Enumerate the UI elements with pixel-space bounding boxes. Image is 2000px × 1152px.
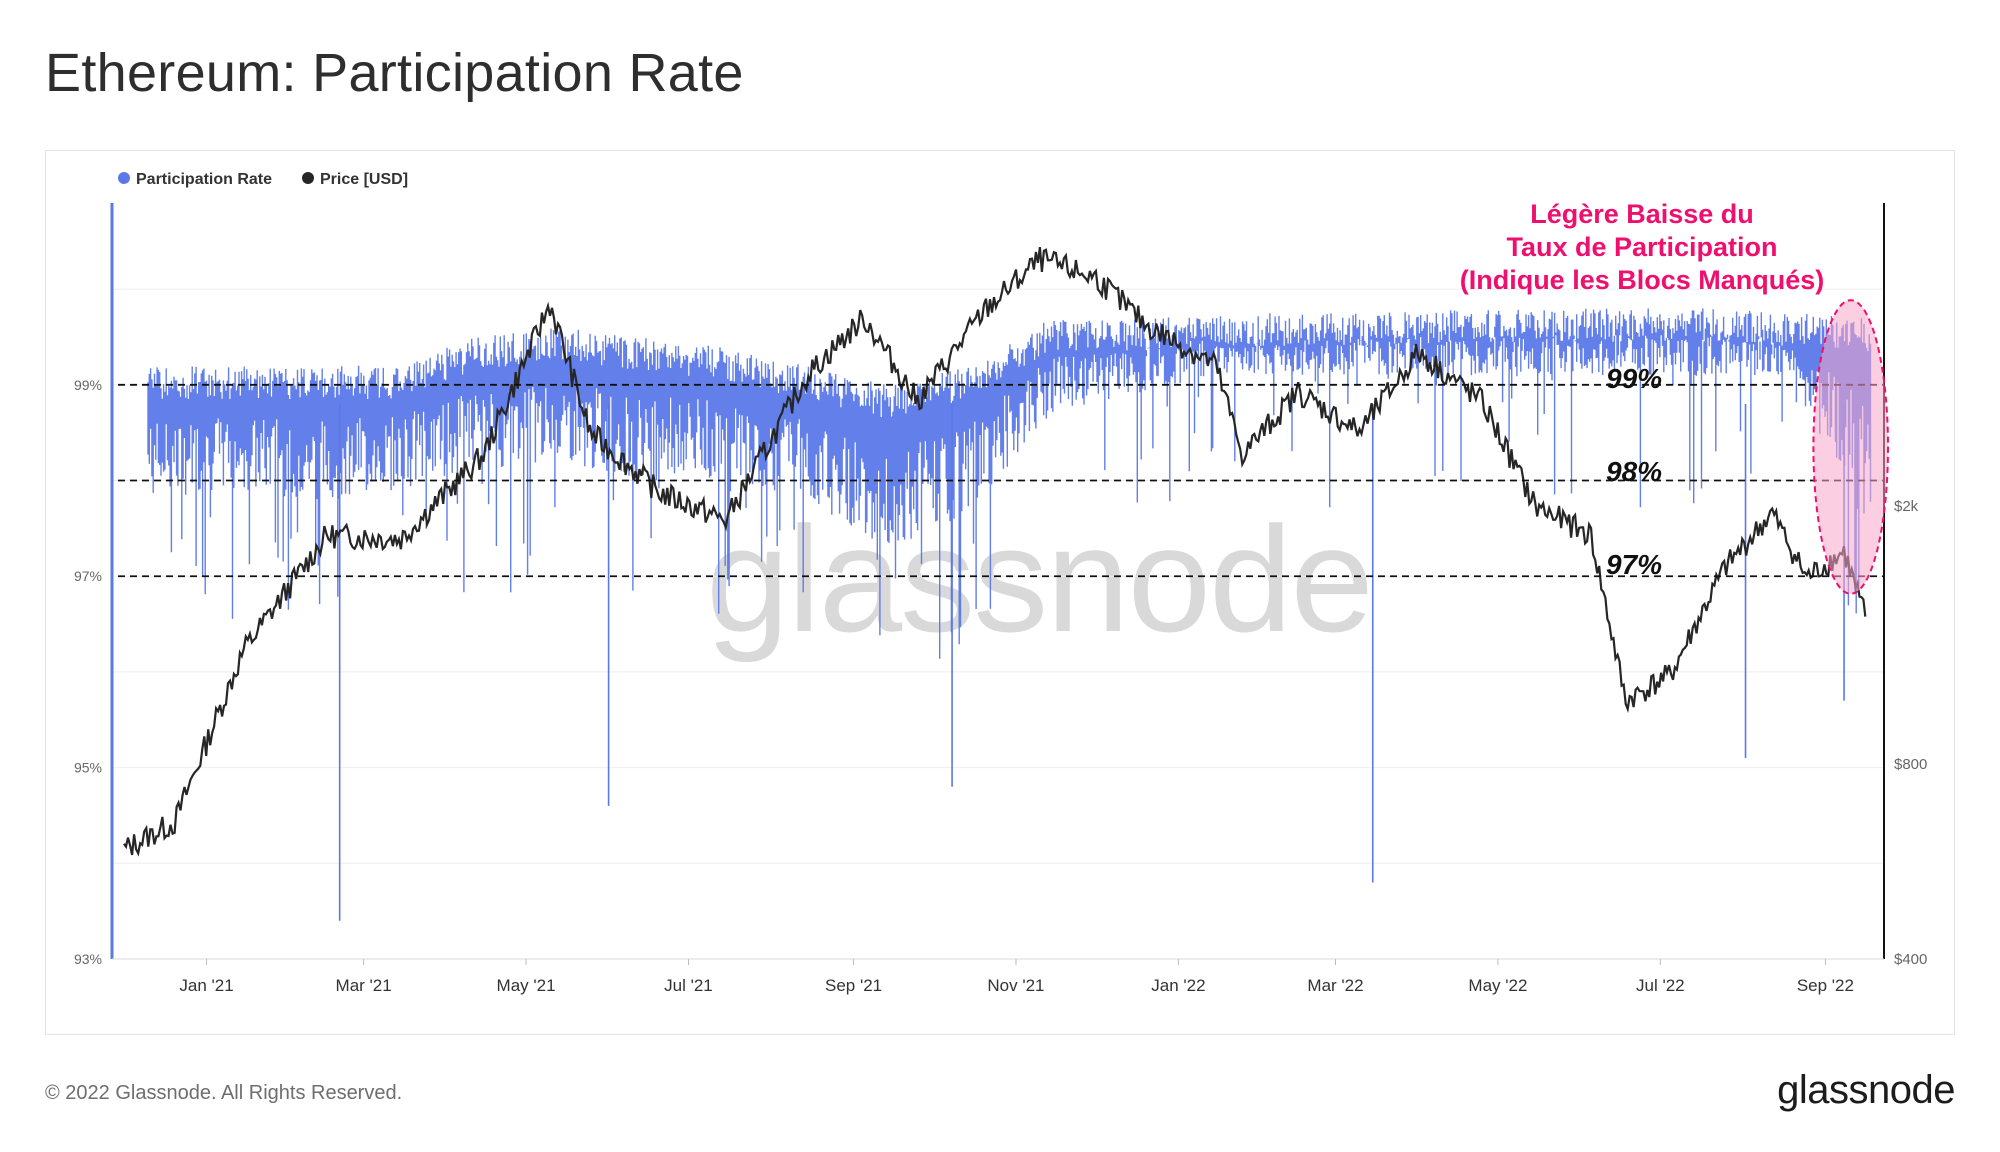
legend-label-participation[interactable]: Participation Rate: [136, 171, 272, 188]
annotation-line-1: Légère Baisse du: [1530, 199, 1754, 229]
x-tick-label: Jul '22: [1636, 976, 1685, 995]
legend-dot-participation: [118, 172, 130, 184]
highlight-ellipse: [1812, 299, 1889, 595]
page-title: Ethereum: Participation Rate: [45, 43, 744, 103]
footer-copyright: © 2022 Glassnode. All Rights Reserved.: [45, 1082, 403, 1104]
x-axis-ticks: Jan '21 Mar '21 May '21 Jul '21 Sep '21 Nov '…: [179, 959, 1854, 995]
x-tick-label: Jan '21: [179, 976, 233, 995]
participation-rate-chart[interactable]: Participation Rate Price [USD] glassnode…: [46, 151, 1956, 1036]
x-tick-label: May '22: [1468, 976, 1527, 995]
x-tick-label: Mar '22: [1307, 976, 1363, 995]
level-labels: 99% 98% 97%: [1606, 363, 1662, 580]
level-label-99: 99%: [1606, 363, 1662, 394]
y-right-tick: $2k: [1894, 498, 1919, 515]
annotation-line-3: (Indique les Blocs Manqués): [1460, 265, 1825, 295]
annotation-line-2: Taux de Participation: [1506, 232, 1777, 262]
glassnode-logo[interactable]: glassnode: [1777, 1068, 1955, 1112]
x-tick-label: Nov '21: [987, 976, 1044, 995]
y-left-tick: 99%: [74, 377, 102, 393]
legend-dot-price: [302, 172, 314, 184]
x-tick-label: Jul '21: [664, 976, 713, 995]
y-left-tick: 93%: [74, 951, 102, 967]
y-right-tick: $400: [1894, 951, 1927, 968]
y-left-tick: 95%: [74, 760, 102, 776]
right-y-axis-ticks: $2k $800 $400: [1894, 498, 1927, 968]
chart-card: Participation Rate Price [USD] glassnode…: [45, 150, 1955, 1035]
y-left-tick: 97%: [74, 568, 102, 584]
legend: Participation Rate Price [USD]: [118, 171, 408, 188]
level-label-98: 98%: [1606, 456, 1662, 487]
price-line: [123, 246, 1867, 857]
left-y-axis-ticks: 99% 97% 95% 93%: [74, 377, 102, 967]
x-tick-label: Sep '21: [825, 976, 882, 995]
level-label-97: 97%: [1606, 549, 1662, 580]
x-tick-label: Mar '21: [336, 976, 392, 995]
y-right-tick: $800: [1894, 756, 1927, 773]
annotation: Légère Baisse du Taux de Participation (…: [1460, 199, 1825, 295]
x-tick-label: Sep '22: [1797, 976, 1854, 995]
watermark: glassnode: [706, 495, 1372, 663]
x-tick-label: May '21: [497, 976, 556, 995]
legend-label-price[interactable]: Price [USD]: [320, 171, 408, 188]
reference-lines: [118, 383, 1884, 578]
x-tick-label: Jan '22: [1151, 976, 1205, 995]
